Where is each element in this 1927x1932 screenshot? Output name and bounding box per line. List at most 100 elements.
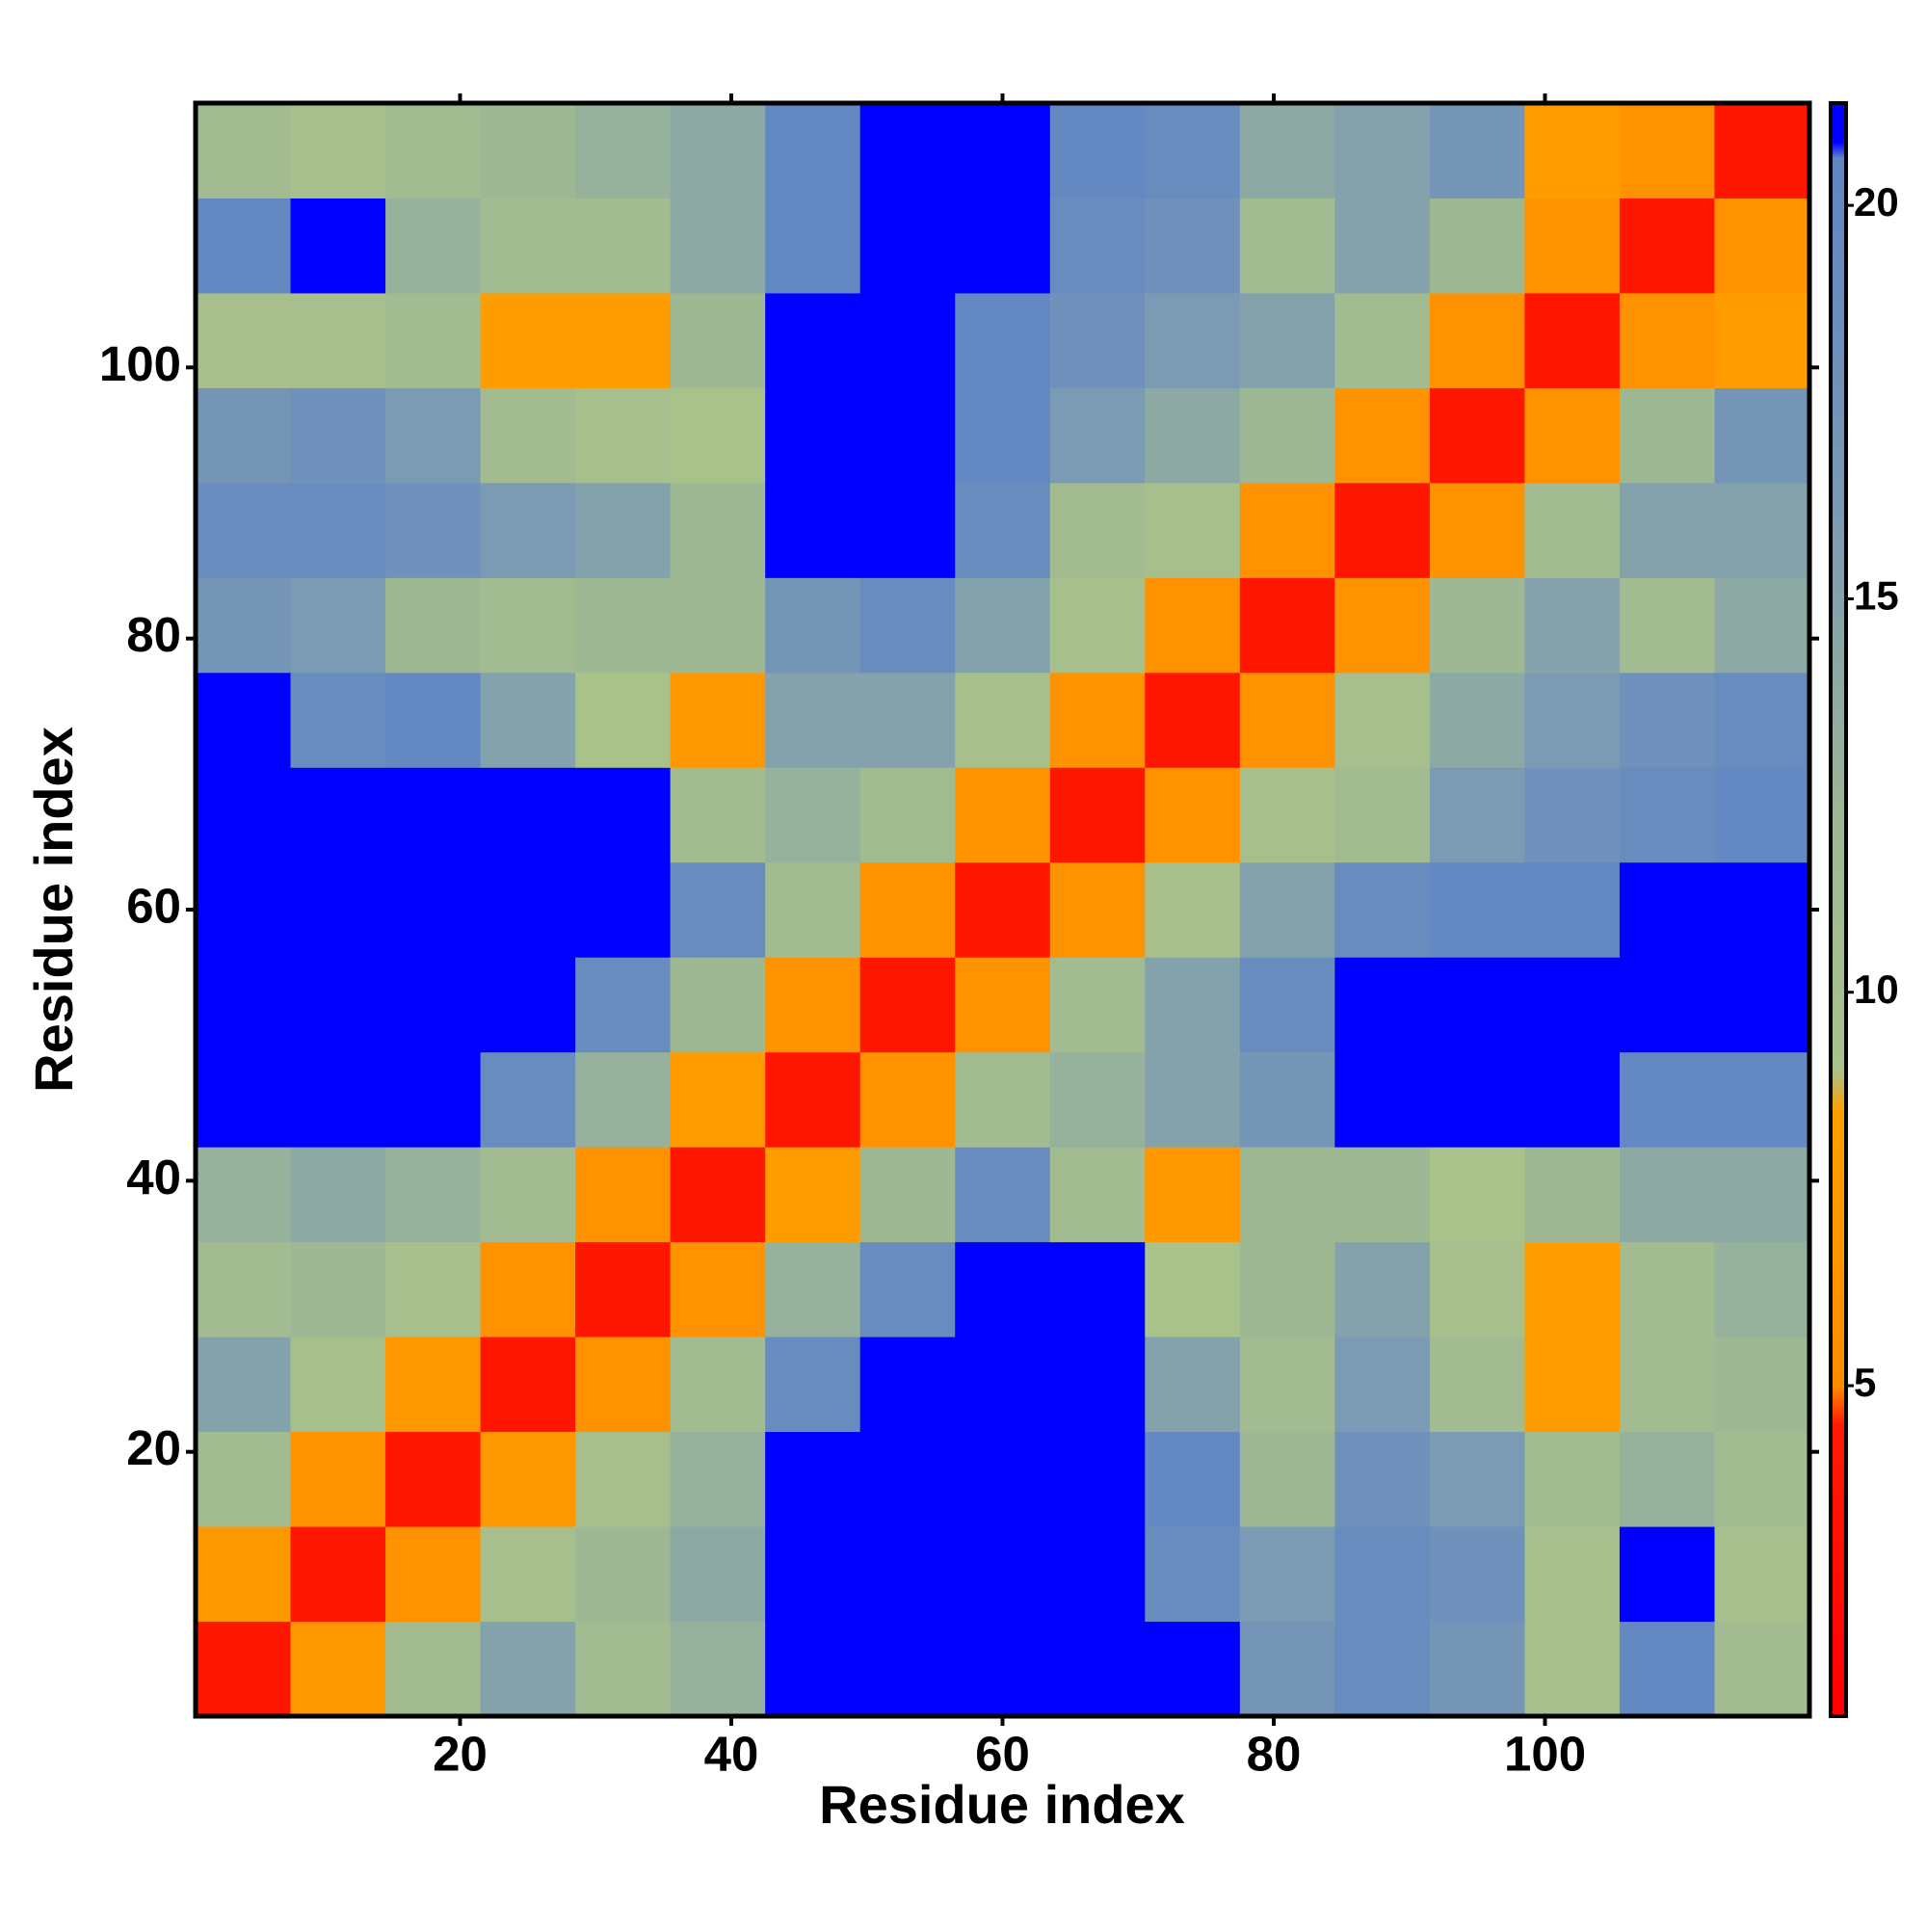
- y-tick-label: 80: [126, 607, 181, 662]
- heatmap-cell: [480, 861, 576, 958]
- heatmap-cell: [575, 672, 672, 768]
- heatmap-cell: [859, 767, 956, 863]
- heatmap-cell: [196, 1621, 292, 1717]
- heatmap-cell: [385, 577, 482, 674]
- heatmap-cell: [1524, 672, 1621, 768]
- heatmap-cell: [1619, 672, 1715, 768]
- heatmap-cell: [1714, 1241, 1810, 1337]
- heatmap-cell: [859, 482, 956, 578]
- heatmap-cell: [859, 1526, 956, 1623]
- heatmap-cell: [385, 861, 482, 958]
- heatmap-cell: [670, 103, 766, 198]
- heatmap-cell: [1239, 103, 1335, 198]
- heatmap-cell: [1049, 482, 1146, 578]
- heatmap-cell: [1145, 1621, 1241, 1717]
- heatmap-cell: [1145, 103, 1241, 198]
- heatmap-cell: [1049, 103, 1146, 198]
- heatmap-cell: [1714, 482, 1810, 578]
- heatmap-cell: [385, 1051, 482, 1148]
- heatmap-cell: [196, 1431, 292, 1527]
- colorbar-tick-label: 15: [1854, 573, 1899, 619]
- heatmap-cell: [859, 861, 956, 958]
- x-tick-label: 100: [1504, 1726, 1586, 1781]
- heatmap-cell: [1619, 767, 1715, 863]
- heatmap-cell: [1429, 767, 1525, 863]
- heatmap-cell: [1524, 1147, 1621, 1243]
- heatmap-cell: [1429, 1337, 1525, 1433]
- heatmap-cell: [1239, 957, 1335, 1053]
- heatmap-cell: [1429, 672, 1525, 768]
- heatmap-cell: [1049, 292, 1146, 388]
- heatmap-cell: [196, 672, 292, 768]
- heatmap-cell: [670, 1526, 766, 1623]
- heatmap-cell: [290, 672, 386, 768]
- heatmap-cell: [290, 767, 386, 863]
- heatmap-cell: [196, 387, 292, 484]
- heatmap-cell: [1334, 387, 1431, 484]
- heatmap-cell: [480, 1147, 576, 1243]
- heatmap-cell: [196, 957, 292, 1053]
- heatmap-cell: [1619, 1526, 1715, 1623]
- heatmap-cell: [480, 577, 576, 674]
- heatmap-cell: [385, 1241, 482, 1337]
- heatmap-cell: [480, 1241, 576, 1337]
- heatmap-cell: [385, 767, 482, 863]
- heatmap-cell: [575, 957, 672, 1053]
- heatmap-cell: [955, 577, 1051, 674]
- heatmap-cell: [1334, 1526, 1431, 1623]
- heatmap-cell: [1239, 1241, 1335, 1337]
- heatmap-cell: [1145, 1147, 1241, 1243]
- heatmap-cell: [955, 482, 1051, 578]
- heatmap-cell: [1239, 1147, 1335, 1243]
- heatmap-cell: [765, 1431, 861, 1527]
- y-tick-label: 20: [126, 1420, 181, 1475]
- colorbar-tick-label: 20: [1854, 179, 1899, 225]
- heatmap-cell: [765, 861, 861, 958]
- heatmap-cell: [1239, 1431, 1335, 1527]
- heatmap-cell: [1714, 767, 1810, 863]
- heatmap-cell: [1619, 482, 1715, 578]
- x-axis-title: Residue index: [819, 1774, 1185, 1835]
- heatmap-cell: [1239, 1051, 1335, 1148]
- heatmap-cell: [1619, 861, 1715, 958]
- heatmap-cell: [670, 672, 766, 768]
- heatmap-cell: [1524, 767, 1621, 863]
- heatmap-cell: [955, 1051, 1051, 1148]
- heatmap-cell: [1714, 1147, 1810, 1243]
- heatmap-cell: [1714, 1337, 1810, 1433]
- heatmap-cell: [1239, 767, 1335, 863]
- heatmap-cell: [1524, 1337, 1621, 1433]
- heatmap-cell: [1334, 198, 1431, 294]
- heatmap-cell: [385, 1621, 482, 1717]
- y-tick-label: 60: [126, 878, 181, 933]
- heatmap-cell: [1239, 387, 1335, 484]
- heatmap-cell: [385, 198, 482, 294]
- heatmap-cell: [290, 103, 386, 198]
- heatmap-cell: [1334, 1241, 1431, 1337]
- heatmap-cell: [1049, 1337, 1146, 1433]
- heatmap-cell: [1334, 1431, 1431, 1527]
- heatmap-cell: [1145, 861, 1241, 958]
- heatmap-cell: [575, 198, 672, 294]
- heatmap-cell: [1239, 198, 1335, 294]
- heatmap-cell: [955, 767, 1051, 863]
- heatmap-cell: [1145, 1431, 1241, 1527]
- heatmap-cell: [1049, 1431, 1146, 1527]
- heatmap-cell: [670, 861, 766, 958]
- heatmap-cell: [1619, 1147, 1715, 1243]
- heatmap-cell: [480, 767, 576, 863]
- heatmap-cell: [1429, 1051, 1525, 1148]
- y-tick-label: 100: [99, 336, 181, 391]
- heatmap-cell: [1049, 577, 1146, 674]
- heatmap-cell: [1524, 577, 1621, 674]
- heatmap-cell: [480, 1337, 576, 1433]
- heatmap-cell: [1239, 482, 1335, 578]
- heatmap-cell: [955, 957, 1051, 1053]
- heatmap-cell: [955, 198, 1051, 294]
- x-tick-label: 60: [975, 1726, 1030, 1781]
- heatmap-cell: [1239, 861, 1335, 958]
- heatmap-cell: [1429, 1147, 1525, 1243]
- heatmap-cell: [1239, 672, 1335, 768]
- heatmap-cell: [859, 1147, 956, 1243]
- heatmap-cell: [1239, 1621, 1335, 1717]
